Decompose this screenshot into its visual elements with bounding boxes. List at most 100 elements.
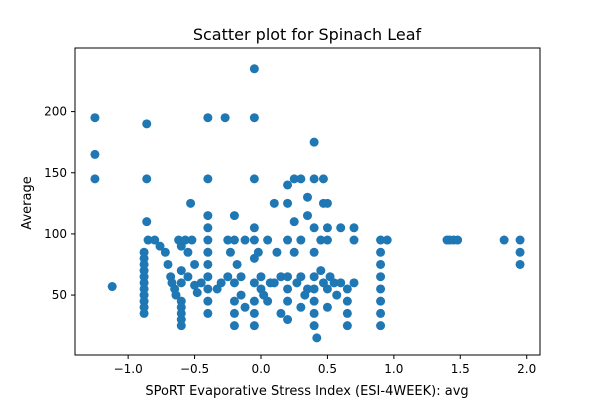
data-point bbox=[309, 223, 319, 233]
data-point bbox=[269, 198, 279, 208]
data-point bbox=[349, 223, 359, 233]
data-point bbox=[249, 321, 259, 331]
data-point bbox=[176, 278, 186, 288]
y-axis-label: Average bbox=[20, 176, 35, 229]
data-point bbox=[253, 247, 263, 257]
data-point bbox=[499, 235, 509, 245]
data-point bbox=[309, 247, 319, 257]
data-point bbox=[192, 288, 202, 298]
data-point bbox=[296, 272, 306, 282]
data-point bbox=[309, 272, 319, 282]
data-point bbox=[376, 272, 386, 282]
data-point bbox=[249, 223, 259, 233]
data-point bbox=[263, 235, 273, 245]
plot-frame bbox=[74, 47, 541, 356]
data-point bbox=[296, 174, 306, 184]
points-layer bbox=[90, 64, 525, 343]
ticks-layer: −1.0 −0.5 0.0 0.5 1.0 1.5 2.0 50 100 150 200 bbox=[44, 105, 536, 376]
data-point bbox=[203, 296, 213, 306]
data-point bbox=[225, 247, 235, 257]
data-point bbox=[309, 137, 319, 147]
data-point bbox=[180, 235, 190, 245]
data-point bbox=[196, 278, 206, 288]
data-point bbox=[376, 308, 386, 318]
x-tick-label: 0.0 bbox=[251, 362, 270, 376]
data-point bbox=[272, 247, 282, 257]
x-tick-label: 1.5 bbox=[451, 362, 470, 376]
data-point bbox=[171, 290, 181, 300]
chart-title: Scatter plot for Spinach Leaf bbox=[193, 25, 422, 44]
data-point bbox=[318, 174, 328, 184]
data-point bbox=[249, 235, 259, 245]
data-point bbox=[90, 113, 100, 123]
data-point bbox=[316, 266, 326, 276]
data-point bbox=[283, 180, 293, 190]
data-point bbox=[203, 308, 213, 318]
data-point bbox=[309, 174, 319, 184]
data-point bbox=[289, 247, 299, 257]
data-point bbox=[107, 282, 117, 292]
data-point bbox=[303, 211, 312, 221]
x-tick-label: 0.5 bbox=[318, 362, 337, 376]
data-point bbox=[249, 278, 259, 288]
data-point bbox=[223, 272, 233, 282]
data-point bbox=[240, 235, 250, 245]
y-tick-label: 50 bbox=[52, 288, 67, 302]
data-point bbox=[322, 284, 332, 294]
data-point bbox=[349, 278, 359, 288]
data-point bbox=[90, 174, 100, 184]
data-point bbox=[187, 235, 197, 245]
data-point bbox=[349, 235, 359, 245]
y-tick-label: 100 bbox=[44, 227, 67, 241]
data-point bbox=[342, 321, 352, 331]
data-point bbox=[139, 308, 149, 318]
data-point bbox=[296, 302, 306, 312]
data-point bbox=[203, 223, 213, 233]
data-point bbox=[176, 321, 186, 331]
data-point bbox=[276, 308, 286, 318]
data-point bbox=[249, 174, 259, 184]
data-point bbox=[229, 278, 239, 288]
data-point bbox=[90, 149, 100, 159]
data-point bbox=[342, 296, 352, 306]
data-point bbox=[289, 217, 299, 227]
data-point bbox=[256, 272, 266, 282]
data-point bbox=[229, 235, 239, 245]
data-point bbox=[283, 235, 293, 245]
data-point bbox=[183, 247, 193, 257]
data-point bbox=[283, 284, 293, 294]
x-tick-label: −1.0 bbox=[114, 362, 143, 376]
data-point bbox=[376, 296, 386, 306]
data-point bbox=[183, 272, 193, 282]
data-point bbox=[236, 290, 246, 300]
data-point bbox=[312, 333, 322, 343]
data-point bbox=[203, 284, 213, 294]
x-axis-label: SPoRT Evaporative Stress Index (ESI-4WEE… bbox=[145, 384, 468, 399]
data-point bbox=[142, 217, 152, 227]
data-point bbox=[296, 235, 306, 245]
data-point bbox=[186, 198, 196, 208]
data-point bbox=[382, 235, 392, 245]
data-point bbox=[342, 284, 352, 294]
data-point bbox=[232, 259, 242, 269]
data-point bbox=[515, 235, 525, 245]
data-point bbox=[249, 64, 259, 74]
data-point bbox=[160, 247, 170, 257]
y-tick-label: 150 bbox=[44, 166, 67, 180]
data-point bbox=[229, 321, 239, 331]
data-point bbox=[216, 278, 226, 288]
data-point bbox=[229, 296, 239, 306]
data-point bbox=[249, 308, 259, 318]
data-point bbox=[453, 235, 463, 245]
data-point bbox=[309, 284, 319, 294]
data-point bbox=[236, 272, 246, 282]
data-point bbox=[190, 259, 200, 269]
data-point bbox=[155, 241, 165, 251]
data-point bbox=[142, 174, 152, 184]
data-point bbox=[283, 272, 293, 282]
data-point bbox=[336, 223, 346, 233]
data-point bbox=[309, 296, 319, 306]
data-point bbox=[142, 119, 152, 129]
data-point bbox=[203, 247, 213, 257]
